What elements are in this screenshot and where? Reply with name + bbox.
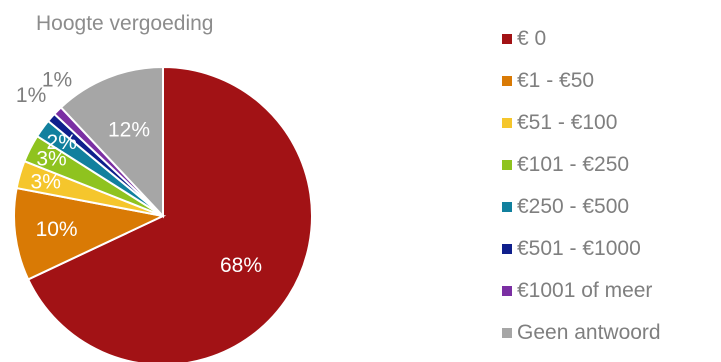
pie-slices [13,65,313,362]
legend-label: €250 - €500 [517,195,630,218]
legend-label: €101 - €250 [517,153,630,176]
legend-item-250-500: €250 - €500 [502,186,717,228]
legend-item-geen-antwoord: Geen antwoord [502,312,717,354]
legend-swatch [502,34,512,44]
legend-swatch [502,118,512,128]
legend-swatch [502,202,512,212]
legend-label: €51 - €100 [517,111,618,134]
legend-item-1-50: €1 - €50 [502,60,717,102]
legend-swatch [502,286,512,296]
legend-swatch [502,328,512,338]
legend-label: Geen antwoord [517,321,661,344]
chart-title: Hoogte vergoeding [36,12,214,35]
data-label-geen-antwoord: 12% [108,119,150,142]
legend-swatch [502,244,512,254]
legend-label: € 0 [517,27,547,50]
data-label-250-500: 2% [47,131,77,154]
legend-item-101-250: €101 - €250 [502,144,717,186]
data-label-1-50: 10% [36,218,78,241]
data-label-51-100: 3% [31,170,61,193]
data-label-501-1000: 1% [16,84,46,107]
legend-item-501-1000: €501 - €1000 [502,228,717,270]
pie-slice-1-50 [13,186,167,281]
legend-label: €1001 of meer [517,279,653,302]
legend-item-1001-of-meer: €1001 of meer [502,270,717,312]
legend-item-0: € 0 [502,18,717,60]
pie-data-labels: 68%10%3%3%2%1%1%12% [16,69,262,278]
pie-slice-geen-antwoord [59,65,164,219]
legend-label: €501 - €1000 [517,237,641,260]
legend-swatch [502,160,512,170]
chart-legend: € 0 €1 - €50 €51 - €100 €101 - €250 €250 - €… [502,18,717,354]
data-label-1001-of-meer: 1% [42,69,72,92]
legend-item-51-100: €51 - €100 [502,102,717,144]
pie-slice-0 [26,65,313,362]
legend-swatch [502,76,512,86]
data-label-0: 68% [220,254,262,277]
data-label-101-250: 3% [36,148,66,171]
legend-label: €1 - €50 [517,69,595,92]
